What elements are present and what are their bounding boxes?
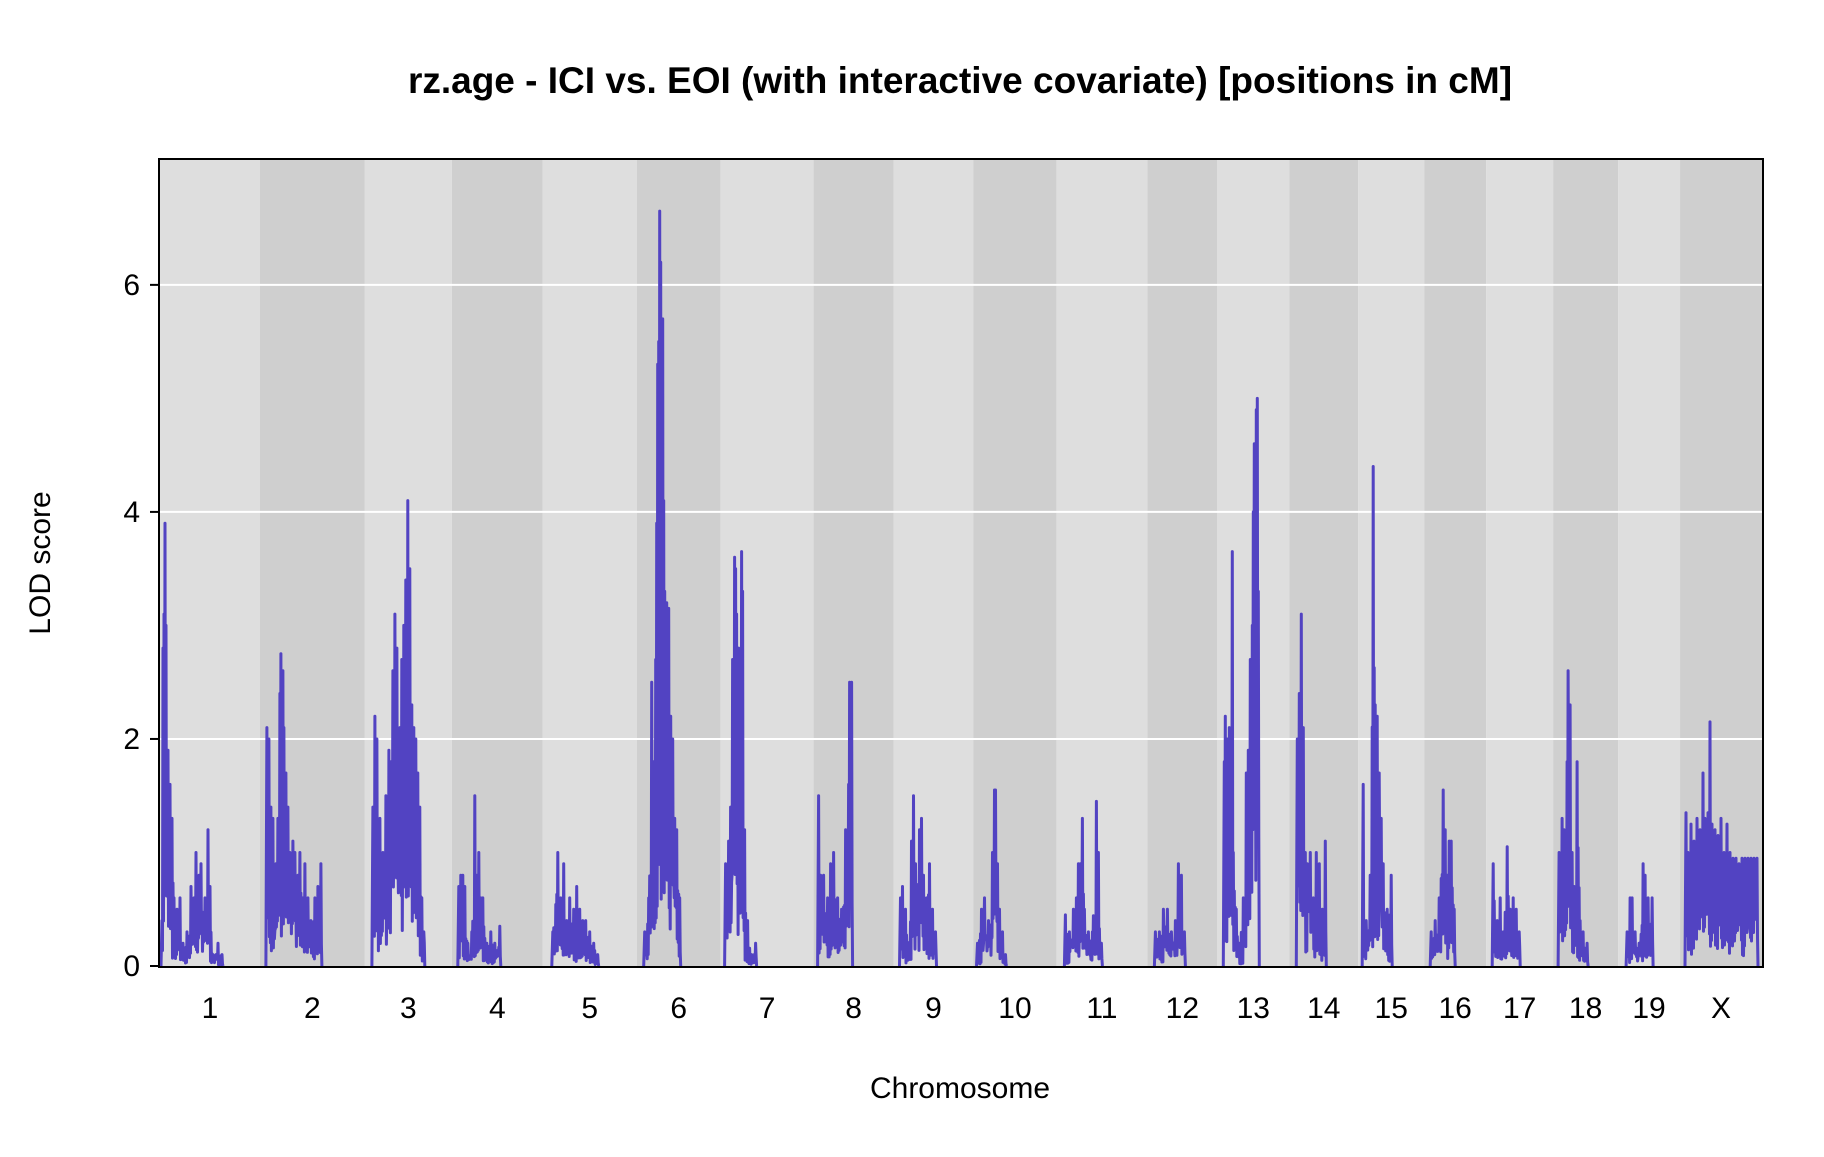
x-tick-label-17: 17	[1503, 992, 1536, 1025]
y-axis-title: LOD score	[24, 491, 57, 634]
x-tick-label-11: 11	[1086, 992, 1117, 1025]
x-tick-label-1: 1	[202, 992, 219, 1025]
gridlines	[160, 283, 1762, 740]
y-tick-label-0: 0	[123, 950, 140, 983]
y-tick-label-4: 4	[123, 496, 140, 529]
chromosome-band-15	[1358, 160, 1425, 966]
chromosome-band-2	[259, 160, 365, 966]
x-tick-label-x: X	[1711, 992, 1731, 1025]
chromosome-band-10	[973, 160, 1057, 966]
lod-line-chr-13	[1221, 396, 1261, 967]
y-tick-label-2: 2	[123, 723, 140, 756]
chromosome-band-16	[1424, 160, 1487, 966]
x-tick-label-13: 13	[1237, 992, 1270, 1025]
lod-line-chr-18	[1556, 669, 1590, 967]
x-tick-label-14: 14	[1307, 992, 1340, 1025]
x-tick-label-19: 19	[1632, 992, 1665, 1025]
chromosome-band-12	[1147, 160, 1218, 966]
chromosome-band-11	[1056, 160, 1148, 966]
lod-line-chr-1	[159, 521, 225, 967]
lod-line-chr-8	[816, 680, 855, 967]
x-tick-label-18: 18	[1569, 992, 1602, 1025]
x-tick-label-16: 16	[1439, 992, 1472, 1025]
chromosome-band-6	[636, 160, 721, 966]
lod-line-chr-7	[723, 550, 759, 967]
x-axis-title: Chromosome	[870, 1072, 1050, 1105]
lod-line-chr-17	[1490, 845, 1522, 967]
chromosome-band-19	[1618, 160, 1681, 966]
x-tick-label-12: 12	[1166, 992, 1199, 1025]
x-tick-label-7: 7	[759, 992, 776, 1025]
y-axis: 0 2 4 6	[123, 269, 159, 983]
x-tick-label-5: 5	[581, 992, 598, 1025]
lod-line-chr-14	[1294, 612, 1328, 967]
lod-line-chr-4	[456, 794, 503, 967]
chromosome-band-1	[160, 160, 260, 966]
x-tick-label-4: 4	[489, 992, 506, 1025]
lod-series	[159, 209, 1760, 967]
x-tick-label-9: 9	[925, 992, 942, 1025]
chart-title: rz.age - ICI vs. EOI (with interactive c…	[408, 60, 1512, 101]
x-axis: 1 2 3 4 5 6 7 8 9 10 11 12 13 14 15 16 17 18 19 X	[202, 992, 1731, 1025]
lod-line-chr-15	[1360, 465, 1394, 967]
y-tick-label-6: 6	[123, 269, 140, 302]
lod-line-chr-2	[264, 652, 324, 967]
chromosome-band-5	[542, 160, 637, 966]
lod-line-chr-11	[1062, 799, 1104, 967]
chromosome-band-17	[1486, 160, 1554, 966]
lod-line-chr-12	[1152, 862, 1187, 967]
lod-line-chr-5	[550, 851, 601, 967]
x-tick-label-15: 15	[1375, 992, 1408, 1025]
lod-line-chr-6	[642, 209, 683, 967]
lod-line-chr-16	[1428, 788, 1457, 967]
lod-line-chr-10	[975, 788, 1008, 967]
chromosome-band-4	[451, 160, 543, 966]
chromosome-band-9	[893, 160, 974, 966]
x-tick-label-8: 8	[845, 992, 862, 1025]
lod-line-chr-9	[898, 794, 938, 967]
x-tick-label-2: 2	[304, 992, 321, 1025]
x-tick-label-3: 3	[400, 992, 417, 1025]
lod-line-chr-3	[370, 499, 427, 967]
lod-line-chr-19	[1624, 862, 1655, 967]
lod-line-chr-x	[1683, 720, 1760, 967]
chromosome-band-8	[813, 160, 894, 966]
x-tick-label-10: 10	[998, 992, 1031, 1025]
plot-frame	[158, 158, 1764, 968]
x-tick-label-6: 6	[670, 992, 687, 1025]
